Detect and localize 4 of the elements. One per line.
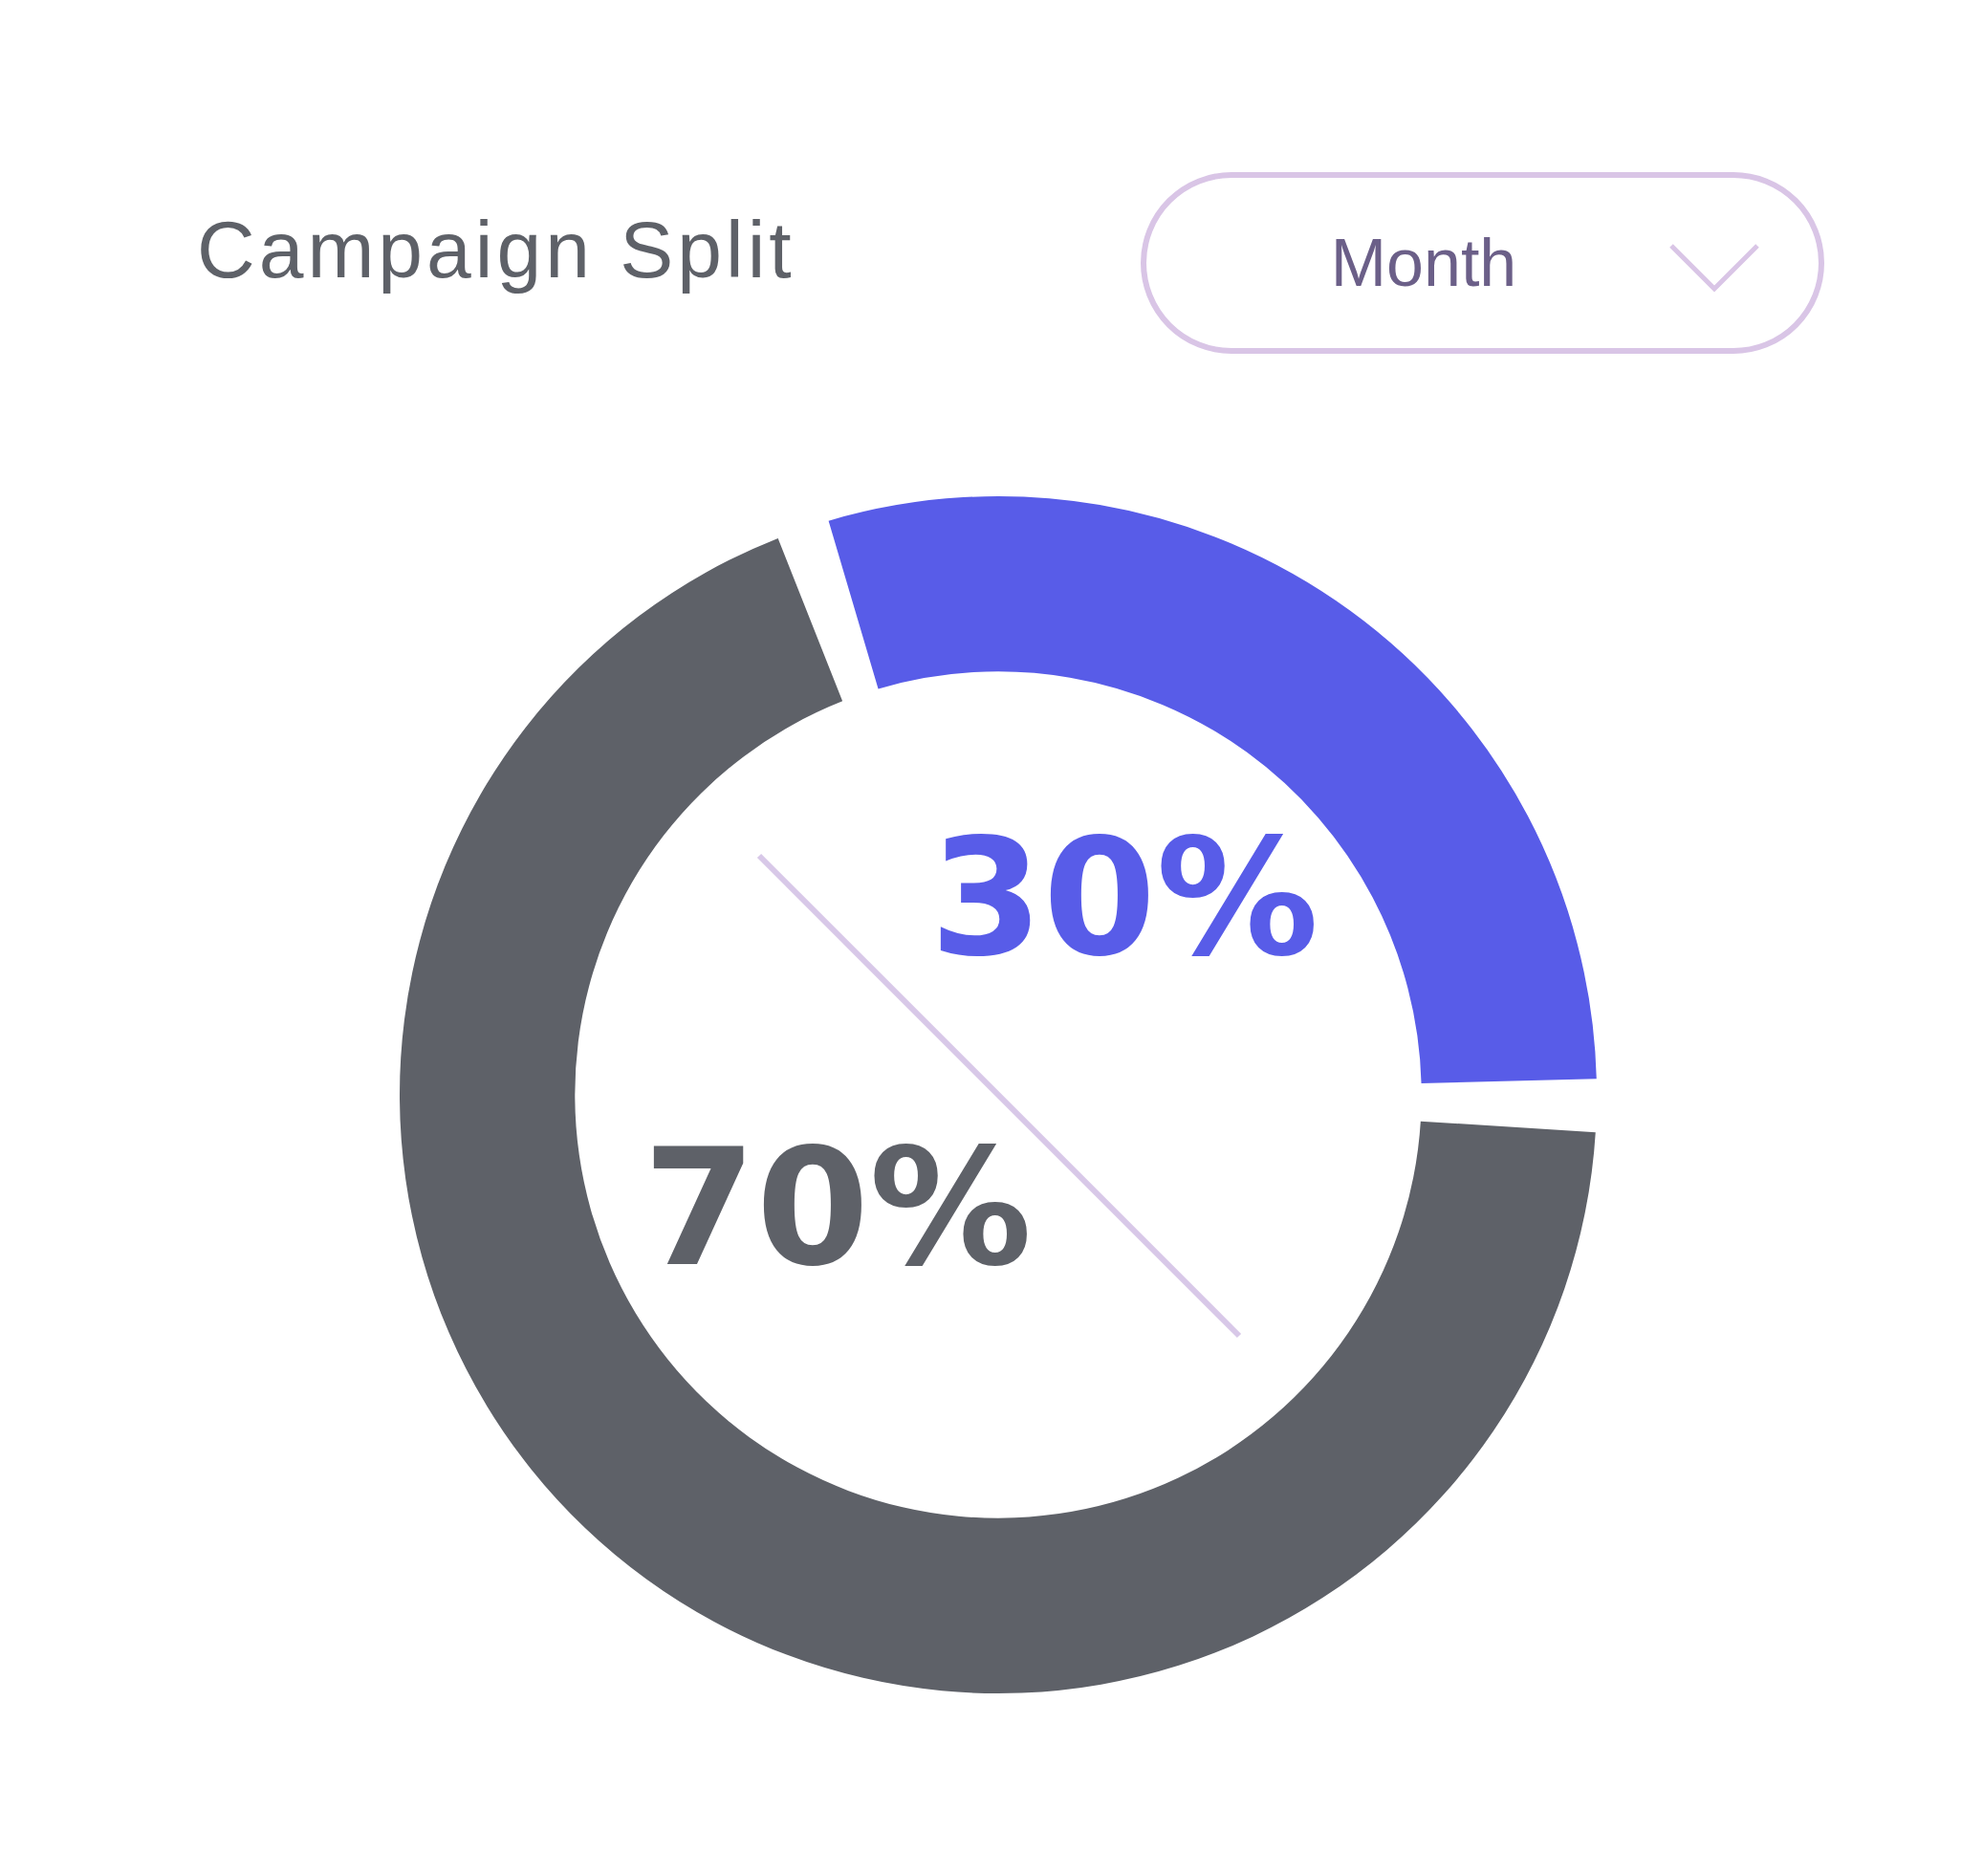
data-label: 70% <box>643 1113 1033 1303</box>
data-label: 30% <box>929 803 1319 993</box>
chart-title: Campaign Split <box>197 204 795 296</box>
dropdown: Month <box>1141 172 1824 354</box>
